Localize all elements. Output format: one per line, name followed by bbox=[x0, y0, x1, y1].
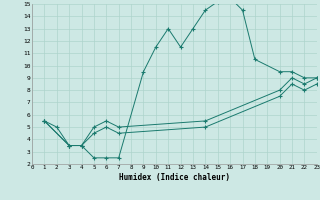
X-axis label: Humidex (Indice chaleur): Humidex (Indice chaleur) bbox=[119, 173, 230, 182]
